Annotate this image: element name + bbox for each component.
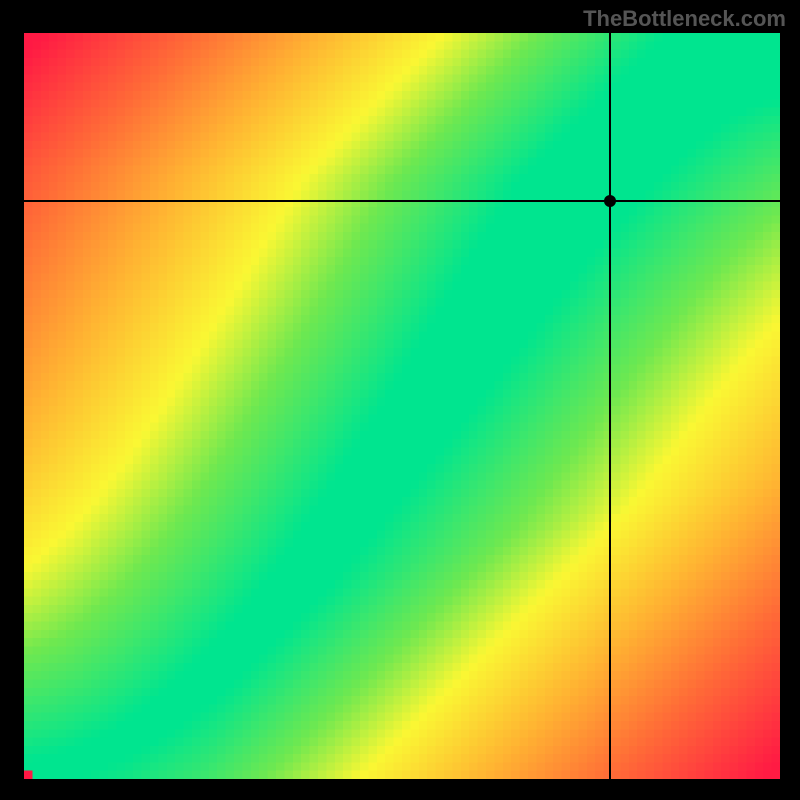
bottleneck-heatmap (24, 33, 780, 779)
crosshair-vertical (609, 33, 611, 779)
crosshair-marker (604, 195, 616, 207)
watermark-text: TheBottleneck.com (583, 6, 786, 32)
crosshair-horizontal (24, 200, 780, 202)
